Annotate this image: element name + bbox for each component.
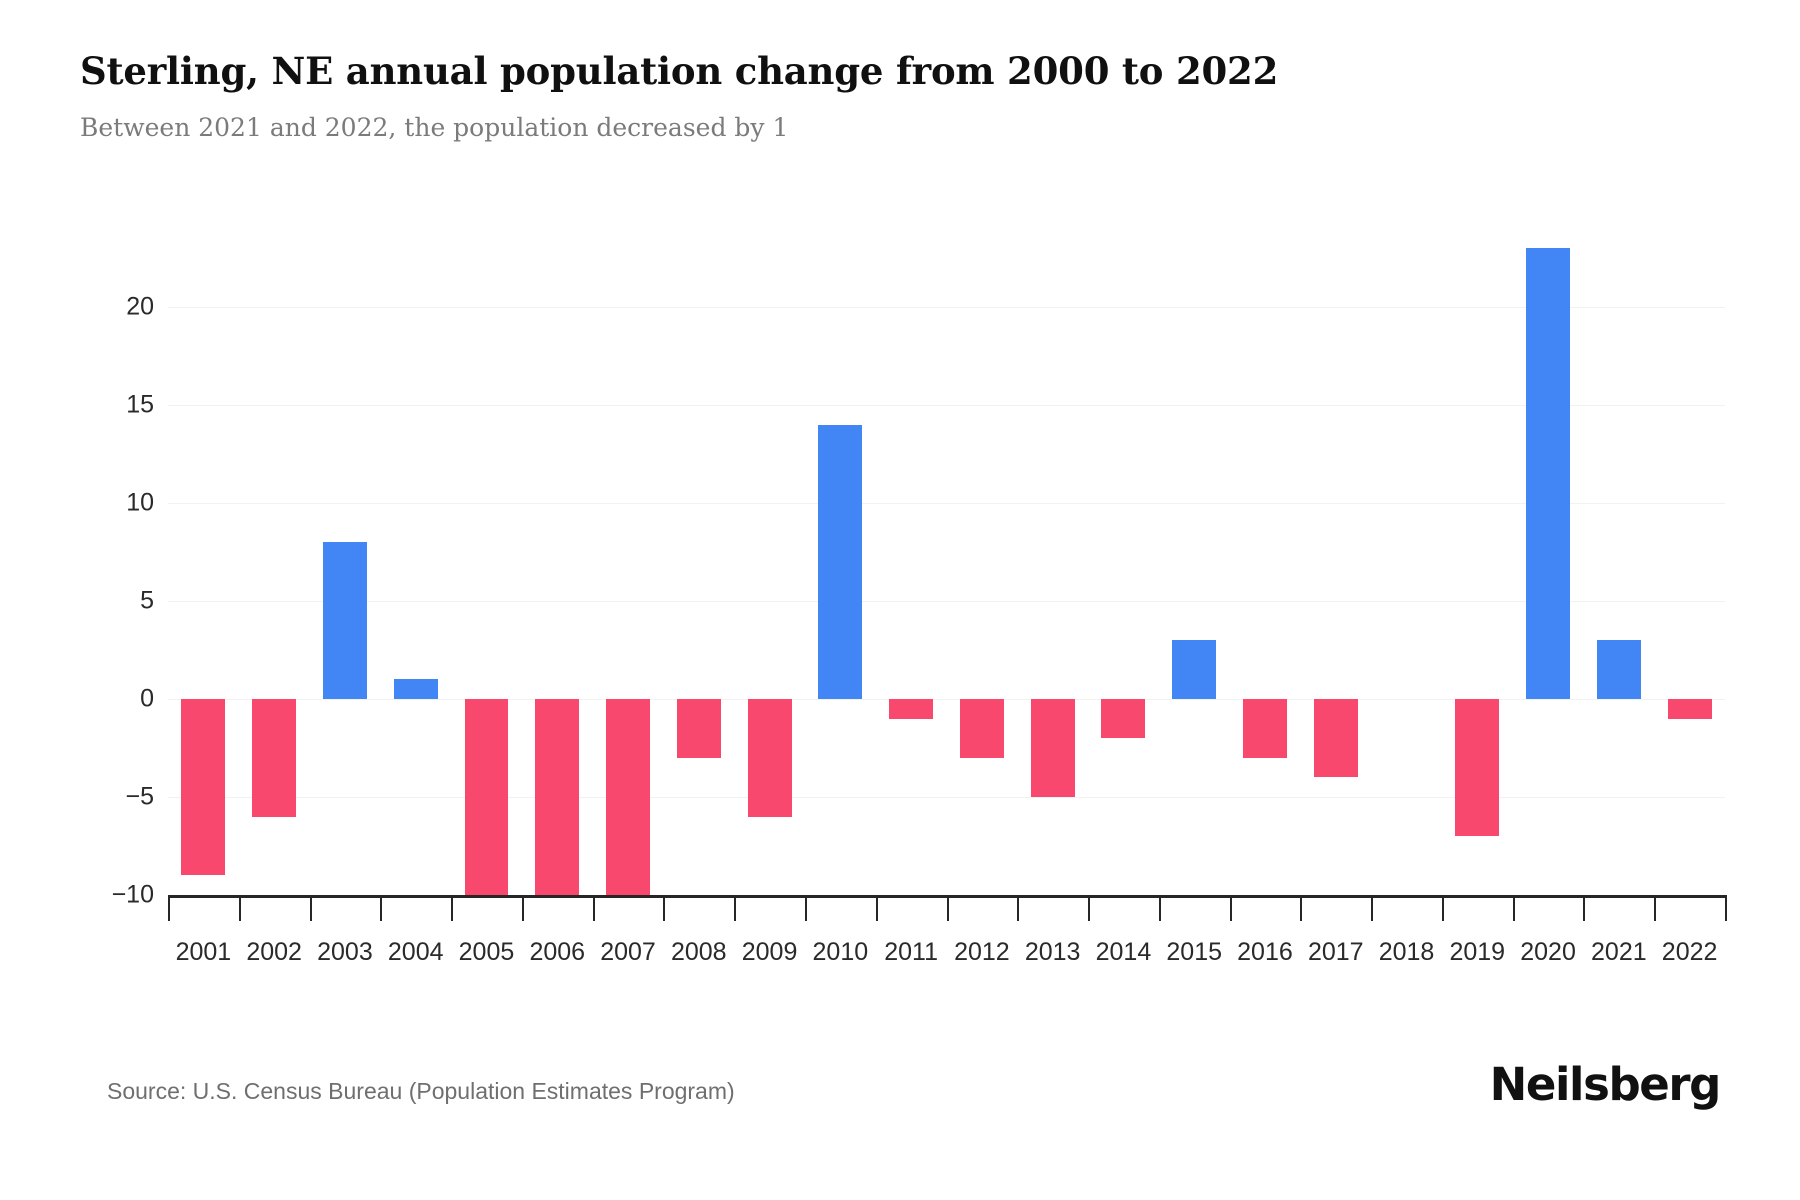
page-title: Sterling, NE annual population change fr… xyxy=(80,49,1279,93)
x-axis-tick xyxy=(1654,895,1657,921)
x-axis-tick xyxy=(663,895,666,921)
x-axis-tick xyxy=(1441,895,1444,921)
x-axis-tick xyxy=(1371,895,1374,921)
x-axis-tick-label: 2002 xyxy=(246,938,302,966)
y-axis-tick-label: 20 xyxy=(126,292,154,321)
bar-2013[interactable] xyxy=(1030,699,1075,797)
brand-logo: Neilsberg xyxy=(1489,1058,1722,1111)
x-axis-tick-label: 2009 xyxy=(741,938,798,966)
gridline xyxy=(168,699,1725,700)
source-note: Source: U.S. Census Bureau (Population E… xyxy=(107,1078,735,1104)
x-axis-tick xyxy=(1725,895,1727,921)
x-axis-tick-label: 2013 xyxy=(1024,938,1081,966)
x-axis-tick-label: 2005 xyxy=(458,938,515,966)
x-axis-tick-label: 2011 xyxy=(884,938,938,966)
bar-2004[interactable] xyxy=(393,679,438,699)
x-axis-tick xyxy=(875,895,878,921)
bar-2006[interactable] xyxy=(535,699,580,895)
bar-2017[interactable] xyxy=(1313,699,1358,778)
bar-2021[interactable] xyxy=(1596,640,1641,699)
x-axis-tick xyxy=(309,895,312,921)
bar-2003[interactable] xyxy=(322,542,367,699)
x-axis-tick-label: 2017 xyxy=(1307,938,1364,966)
gridline xyxy=(168,405,1725,406)
y-axis-tick-label: −10 xyxy=(111,880,154,909)
x-axis-tick xyxy=(168,895,170,921)
x-axis-tick xyxy=(804,895,807,921)
x-axis-tick-label: 2019 xyxy=(1449,938,1506,966)
x-axis-tick xyxy=(521,895,524,921)
x-axis-tick-label: 2018 xyxy=(1378,938,1435,966)
y-axis-tick-label: 5 xyxy=(140,586,154,615)
bar-2016[interactable] xyxy=(1243,699,1287,758)
x-axis-tick xyxy=(238,895,241,921)
x-axis-tick-label: 2007 xyxy=(600,938,656,966)
bar-2002[interactable] xyxy=(252,699,297,817)
y-axis-tick-label: −5 xyxy=(125,782,154,811)
x-axis-tick-label: 2016 xyxy=(1237,938,1293,966)
bar-2009[interactable] xyxy=(747,699,792,817)
x-axis-tick-label: 2020 xyxy=(1520,938,1576,966)
bar-2001[interactable] xyxy=(181,699,226,876)
x-axis-tick xyxy=(380,895,383,921)
gridline xyxy=(168,797,1725,798)
bar-2005[interactable] xyxy=(464,699,509,895)
x-axis-tick-label: 2003 xyxy=(317,938,373,966)
x-axis-tick-label: 2021 xyxy=(1591,938,1647,966)
x-axis-tick-label: 2006 xyxy=(529,938,586,966)
gridline xyxy=(168,503,1725,504)
x-axis-tick xyxy=(1583,895,1586,921)
bar-2011[interactable] xyxy=(889,699,934,719)
x-axis-tick-label: 2015 xyxy=(1166,938,1223,966)
bar-2008[interactable] xyxy=(676,699,721,758)
x-axis-tick-label: 2010 xyxy=(812,938,869,966)
bar-2020[interactable] xyxy=(1526,248,1570,699)
chart-subtitle: Between 2021 and 2022, the population de… xyxy=(80,113,789,143)
gridline xyxy=(168,601,1725,602)
bar-2012[interactable] xyxy=(959,699,1004,758)
x-axis-tick xyxy=(734,895,737,921)
x-axis-tick xyxy=(1229,895,1232,921)
chart-header: Sterling, NE annual population change fr… xyxy=(80,48,1720,145)
y-axis-tick-label: 10 xyxy=(126,488,154,517)
x-axis-tick xyxy=(1088,895,1091,921)
bar-2019[interactable] xyxy=(1455,699,1500,837)
x-axis-tick-label: 2012 xyxy=(954,938,1010,966)
x-axis-tick-label: 2008 xyxy=(670,938,727,966)
x-axis-tick-label: 2014 xyxy=(1095,938,1152,966)
x-axis-tick xyxy=(1512,895,1515,921)
x-axis-tick-label: 2022 xyxy=(1661,938,1718,966)
x-axis-tick-label: 2004 xyxy=(387,938,444,966)
gridline xyxy=(168,307,1725,308)
x-axis-tick-label: 2001 xyxy=(175,938,232,966)
bar-2022[interactable] xyxy=(1667,699,1712,719)
x-axis-tick xyxy=(946,895,949,921)
bar-2010[interactable] xyxy=(818,424,863,699)
x-axis-tick xyxy=(1300,895,1303,921)
x-axis-tick xyxy=(592,895,595,921)
bar-2015[interactable] xyxy=(1172,640,1217,699)
x-axis-tick xyxy=(451,895,454,921)
x-axis-tick xyxy=(1017,895,1020,921)
x-axis-tick xyxy=(1158,895,1161,921)
bar-2014[interactable] xyxy=(1101,699,1146,739)
y-axis-tick-label: 0 xyxy=(140,684,154,713)
y-axis-tick-label: 15 xyxy=(126,390,154,419)
bar-2007[interactable] xyxy=(606,699,650,895)
